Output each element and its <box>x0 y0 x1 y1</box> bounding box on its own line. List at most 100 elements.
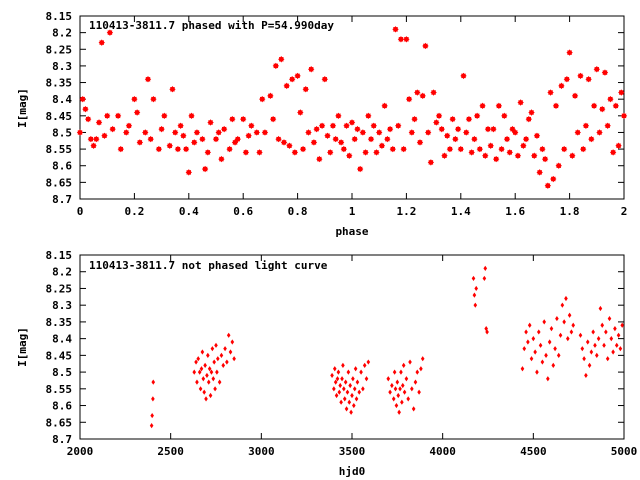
unphased-data-point <box>200 349 205 355</box>
phased-data-point <box>313 125 320 133</box>
phased-data-point <box>593 66 600 73</box>
phased-data-point <box>441 152 448 159</box>
unphased-data-point <box>402 389 407 395</box>
phased-data-point <box>411 115 418 123</box>
phased-data-point <box>95 119 103 126</box>
phased-data-point <box>503 135 511 143</box>
phased-y-tick-label: 8.5 <box>52 126 72 139</box>
phased-data-point <box>359 129 367 136</box>
phased-data-point <box>76 129 84 136</box>
phased-data-point <box>378 142 386 149</box>
phased-y-tick-label: 8.45 <box>46 110 73 123</box>
phased-x-tick-label: 0.4 <box>179 205 199 218</box>
unphased-data-point <box>401 362 406 368</box>
unphased-data-point <box>400 399 404 405</box>
phased-data-point <box>517 99 524 106</box>
phased-data-point <box>131 95 138 103</box>
unphased-data-point <box>351 376 355 382</box>
unphased-data-point <box>201 376 206 382</box>
phased-data-point <box>275 135 282 143</box>
unphased-data-point <box>536 329 541 335</box>
phased-data-point <box>272 62 280 70</box>
unphased-data-point <box>483 265 488 271</box>
unphased-data-point <box>334 392 339 399</box>
unphased-data-point <box>616 332 621 338</box>
unphased-y-tick-label: 8.2 <box>52 266 72 279</box>
phased-data-point <box>424 129 432 136</box>
unphased-data-point <box>529 356 534 362</box>
unphased-y-tick-label: 8.45 <box>46 349 73 362</box>
unphased-data-point <box>551 362 556 368</box>
phased-data-point <box>212 135 220 143</box>
phased-data-point <box>158 125 165 133</box>
phased-data-point <box>367 135 375 143</box>
unphased-data-point <box>556 352 561 358</box>
phased-data-point <box>324 132 331 139</box>
unphased-data-point <box>417 389 421 395</box>
unphased-data-point <box>349 409 353 415</box>
phased-data-point <box>492 155 500 163</box>
unphased-data-point <box>332 366 337 372</box>
unphased-y-tick-label: 8.3 <box>52 299 72 312</box>
unphased-data-point <box>217 379 222 385</box>
unphased-data-point <box>578 332 583 338</box>
phased-data-point <box>452 135 459 143</box>
phased-data-point <box>106 29 114 36</box>
unphased-data-point <box>609 336 614 342</box>
unphased-data-point <box>340 376 344 382</box>
unphased-data-point <box>210 346 215 352</box>
unphased-data-point <box>410 386 414 392</box>
unphased-data-point <box>569 329 574 335</box>
phased-data-point <box>433 119 440 126</box>
phased-data-point <box>302 86 309 93</box>
phased-data-point <box>93 135 100 143</box>
unphased-data-point <box>219 352 224 358</box>
unphased-data-point <box>205 372 209 379</box>
unphased-data-point <box>214 342 218 348</box>
unphased-data-point <box>604 329 608 335</box>
unphased-data-point <box>338 382 343 389</box>
unphased-data-point <box>361 386 365 392</box>
phased-data-point <box>297 109 304 116</box>
phased-data-point <box>182 145 190 153</box>
phased-data-point <box>536 169 543 176</box>
unphased-data-point <box>613 326 617 332</box>
phased-data-point <box>305 129 312 136</box>
phased-data-point <box>218 155 225 163</box>
phased-data-point <box>147 135 154 143</box>
unphased-y-tick-label: 8.7 <box>52 433 72 446</box>
phased-data-point <box>82 105 89 113</box>
phased-data-point <box>204 149 212 156</box>
phased-data-point <box>566 49 573 56</box>
unphased-data-point <box>350 392 354 399</box>
phased-data-points <box>76 26 628 189</box>
unphased-y-tick-label: 8.5 <box>52 366 72 379</box>
unphased-data-point <box>560 302 565 308</box>
phased-data-point <box>539 145 546 153</box>
phased-data-point <box>185 169 192 176</box>
phased-data-point <box>288 76 296 83</box>
phased-data-point <box>299 145 307 153</box>
phased-data-point <box>405 95 413 103</box>
unphased-y-tick-label: 8.25 <box>46 282 73 295</box>
phased-data-point <box>533 132 541 139</box>
unphased-data-point <box>223 346 227 352</box>
unphased-data-point <box>341 362 345 368</box>
phased-x-tick-label: 1.4 <box>451 205 471 218</box>
phased-data-point <box>571 92 579 100</box>
unphased-x-tick-label: 5000 <box>611 445 638 458</box>
phased-x-tick-label: 0.6 <box>233 205 253 218</box>
phased-data-point <box>482 152 489 159</box>
phased-data-point <box>588 135 595 143</box>
unphased-data-point <box>208 392 213 399</box>
phased-data-point <box>283 82 290 90</box>
phased-data-point <box>188 112 195 120</box>
unphased-y-tick-label: 8.55 <box>46 383 73 396</box>
phased-data-point <box>87 135 95 143</box>
phased-data-point <box>397 36 405 43</box>
phased-data-point <box>310 139 318 146</box>
phased-data-point <box>226 145 233 153</box>
phased-data-point <box>525 115 532 123</box>
phased-data-point <box>291 149 299 156</box>
unphased-data-point <box>404 376 409 382</box>
